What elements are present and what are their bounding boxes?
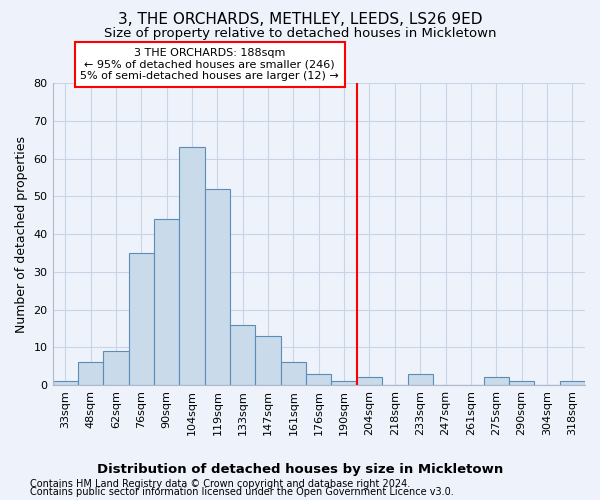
Y-axis label: Number of detached properties: Number of detached properties <box>15 136 28 332</box>
Bar <box>205 189 230 385</box>
Text: Contains public sector information licensed under the Open Government Licence v3: Contains public sector information licen… <box>30 487 454 497</box>
Bar <box>256 336 281 385</box>
Bar <box>281 362 306 385</box>
Bar <box>128 253 154 385</box>
Bar <box>484 378 509 385</box>
Text: Contains HM Land Registry data © Crown copyright and database right 2024.: Contains HM Land Registry data © Crown c… <box>30 479 410 489</box>
Text: Distribution of detached houses by size in Mickletown: Distribution of detached houses by size … <box>97 462 503 475</box>
Bar <box>103 351 128 385</box>
Bar <box>331 381 357 385</box>
Bar <box>560 381 585 385</box>
Bar <box>230 324 256 385</box>
Bar <box>78 362 103 385</box>
Bar <box>357 378 382 385</box>
Bar <box>306 374 331 385</box>
Bar <box>509 381 534 385</box>
Bar <box>53 381 78 385</box>
Bar <box>154 219 179 385</box>
Text: 3, THE ORCHARDS, METHLEY, LEEDS, LS26 9ED: 3, THE ORCHARDS, METHLEY, LEEDS, LS26 9E… <box>118 12 482 28</box>
Text: 3 THE ORCHARDS: 188sqm
← 95% of detached houses are smaller (246)
5% of semi-det: 3 THE ORCHARDS: 188sqm ← 95% of detached… <box>80 48 339 81</box>
Bar <box>407 374 433 385</box>
Bar <box>179 148 205 385</box>
Text: Size of property relative to detached houses in Mickletown: Size of property relative to detached ho… <box>104 28 496 40</box>
